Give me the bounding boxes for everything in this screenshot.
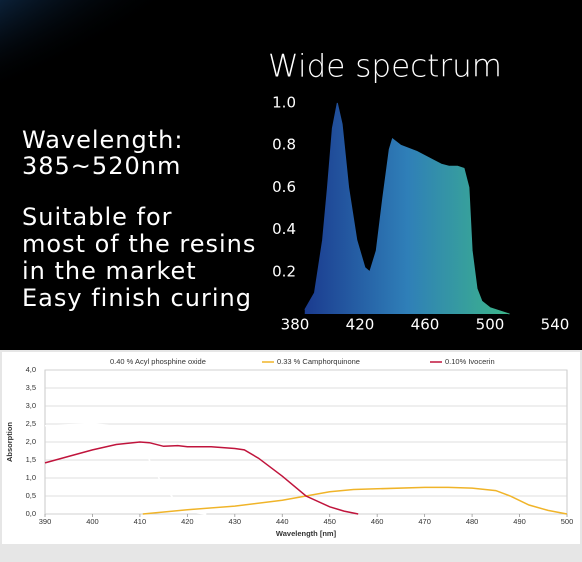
x-tick-label: 540	[541, 316, 570, 334]
y-tick-label: 0.6	[272, 178, 296, 196]
y-tick-label: 0.8	[272, 136, 296, 154]
x-tick-label: 460	[411, 316, 440, 334]
x-tick-label: 410	[134, 517, 147, 526]
x-tick-label: 500	[476, 316, 505, 334]
x-tick-label: 420	[181, 517, 194, 526]
area-line	[304, 102, 510, 315]
y-tick-label: 1,5	[26, 455, 36, 464]
y-tick-label: 1,0	[26, 473, 36, 482]
y-tick-label: 3,0	[26, 401, 36, 410]
banner-line: Suitable for	[22, 203, 173, 231]
y-tick-label: 2,5	[26, 419, 36, 428]
light-glow	[0, 0, 280, 108]
banner-line: Easy finish curing	[22, 284, 252, 312]
series-line	[142, 486, 568, 515]
banner-line: most of the resins	[22, 230, 256, 258]
y-tick-label: 0.4	[272, 220, 296, 238]
banner-line: Wavelength:	[22, 126, 183, 154]
area-fill	[304, 103, 510, 314]
y-axis-label: Absorption	[5, 422, 14, 462]
chart-panel	[2, 352, 580, 544]
y-tick-label: 0.2	[272, 262, 296, 280]
legend-label: 0.10% Ivocerin	[445, 357, 495, 366]
x-tick-label: 450	[323, 517, 336, 526]
x-axis-label: Wavelength [nm]	[276, 529, 337, 538]
y-tick-label: 2,0	[26, 437, 36, 446]
x-tick-label: 420	[346, 316, 375, 334]
x-tick-label: 500	[561, 517, 574, 526]
legend-label: 0.33 % Camphorquinone	[277, 357, 360, 366]
banner-line: 385~520nm	[22, 152, 181, 180]
legend-label: 0.40 % Acyl phosphine oxide	[110, 357, 206, 366]
x-tick-label: 490	[513, 517, 526, 526]
x-tick-label: 480	[466, 517, 479, 526]
x-tick-label: 390	[39, 517, 52, 526]
y-tick-label: 1.0	[272, 94, 296, 112]
x-tick-label: 460	[371, 517, 384, 526]
x-tick-label: 470	[418, 517, 431, 526]
x-tick-label: 440	[276, 517, 289, 526]
x-tick-label: 430	[229, 517, 242, 526]
y-tick-label: 4,0	[26, 365, 36, 374]
x-tick-label: 380	[281, 316, 310, 334]
y-tick-label: 0,0	[26, 509, 36, 518]
series-line	[44, 441, 359, 515]
banner-line: in the market	[22, 257, 197, 285]
y-tick-label: 3,5	[26, 383, 36, 392]
spectrum-title: Wide spectrum	[268, 49, 502, 85]
banner-text: Wavelength: 385~520nm Suitable for most …	[22, 126, 256, 312]
y-tick-label: 0,5	[26, 491, 36, 500]
x-tick-label: 400	[86, 517, 99, 526]
